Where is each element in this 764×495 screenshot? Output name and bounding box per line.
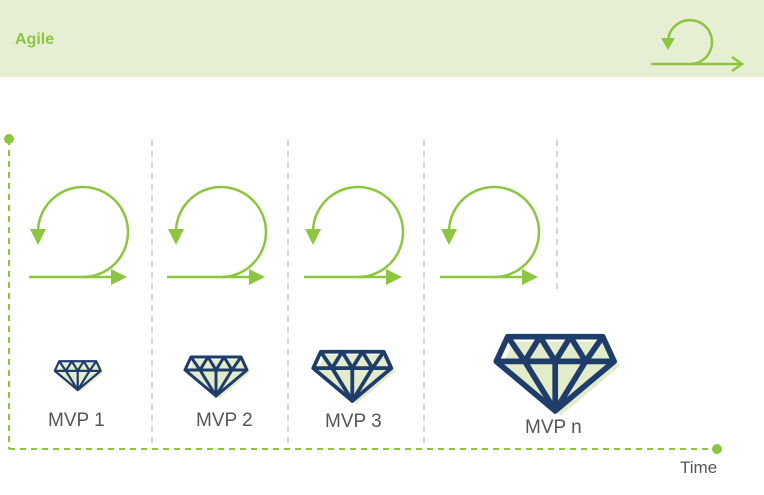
header-banner: Agile xyxy=(0,0,764,77)
iteration-cycle-icon xyxy=(438,185,541,287)
iteration-cycle-icon xyxy=(27,185,130,287)
agile-cycle-arrowhead xyxy=(661,38,675,50)
sprint-dividers xyxy=(151,140,558,448)
diamond-icon xyxy=(311,349,398,406)
iteration-cycle-icon xyxy=(302,185,405,287)
diamond-icon xyxy=(183,355,252,400)
mvp-label: MVP 3 xyxy=(325,411,382,432)
diamond-icon xyxy=(496,337,620,416)
iteration-cycle-icon xyxy=(165,185,268,287)
diamond-icon xyxy=(53,360,104,394)
time-axis xyxy=(4,134,722,454)
time-axis-label: Time xyxy=(680,458,718,477)
agile-cycle-icon xyxy=(651,18,745,73)
mvp-label: MVP n xyxy=(525,417,582,438)
mvp-label: MVP 2 xyxy=(196,410,253,431)
axis-end-dot xyxy=(712,444,722,454)
header-title: Agile xyxy=(15,31,55,48)
mvp-label: MVP 1 xyxy=(48,410,105,431)
